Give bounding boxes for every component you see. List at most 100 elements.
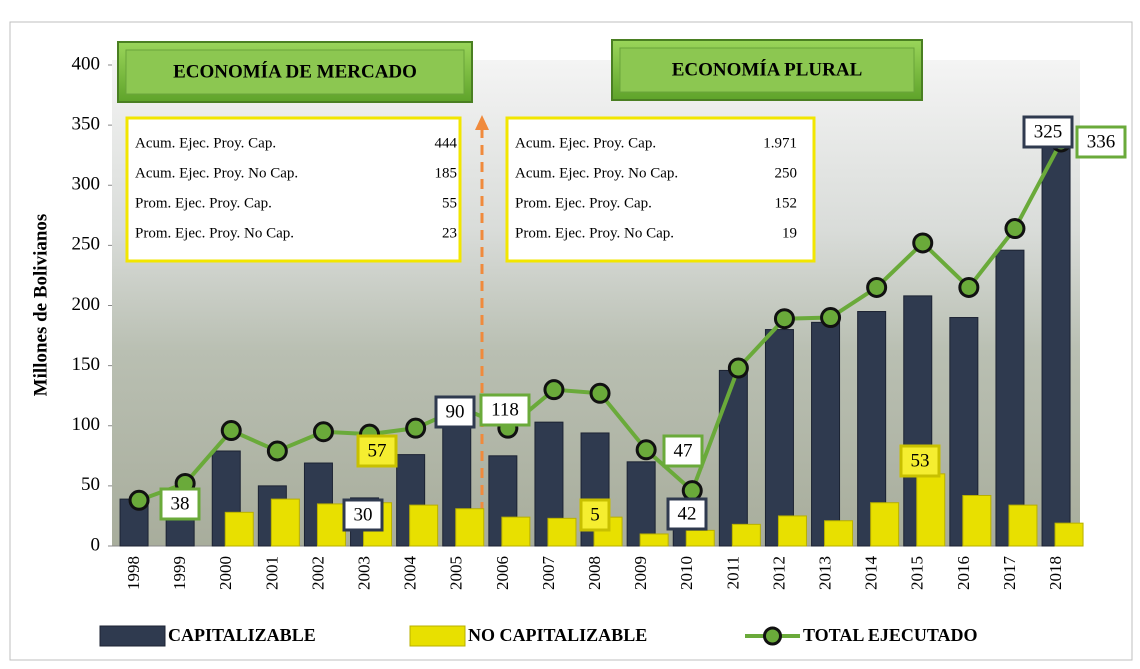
x-tick-label: 2015: [908, 556, 927, 590]
bar: [812, 322, 840, 546]
line-point: [822, 309, 840, 327]
info-value: 444: [435, 135, 458, 151]
line-point: [1006, 220, 1024, 238]
bar: [765, 330, 793, 546]
info-value: 23: [442, 225, 457, 241]
annotation: 57: [368, 440, 387, 461]
chart: Millones de Bolivianos 0 50 100 150 200 250 30…: [0, 0, 1140, 669]
info-value: 152: [775, 195, 798, 211]
info-value: 250: [775, 165, 798, 181]
info-value: 185: [435, 165, 458, 181]
annotation: 47: [674, 440, 693, 461]
y-tick-label: 200: [72, 294, 101, 315]
line-point: [960, 278, 978, 296]
line-point: [775, 310, 793, 328]
bar: [640, 534, 668, 546]
x-tick-label: 2005: [447, 556, 466, 590]
annotation: 30: [354, 504, 373, 525]
x-tick-label: 2000: [216, 556, 235, 590]
line-point: [222, 422, 240, 440]
bar: [317, 504, 345, 546]
line-point: [268, 442, 286, 460]
x-tick-label: 2002: [308, 556, 327, 590]
legend-swatch: [410, 626, 465, 646]
bar: [778, 516, 806, 546]
panel-title: ECONOMÍA DE MERCADO: [173, 60, 417, 82]
x-tick-label: 2010: [677, 556, 696, 590]
y-tick-label: 150: [72, 354, 101, 375]
y-tick-label: 300: [72, 174, 101, 195]
x-tick-label: 2012: [769, 556, 788, 590]
x-tick-label: 2016: [954, 556, 973, 590]
bar: [1009, 505, 1037, 546]
bar: [548, 518, 576, 546]
line-point: [591, 384, 609, 402]
line-point: [407, 419, 425, 437]
line-point: [314, 423, 332, 441]
legend-swatch: [765, 628, 781, 644]
bar: [456, 509, 484, 546]
legend-swatch: [100, 626, 165, 646]
info-value: 19: [782, 225, 797, 241]
y-tick-label: 400: [72, 53, 101, 74]
y-tick-label: 100: [72, 414, 101, 435]
x-tick-label: 2003: [354, 556, 373, 590]
annotation: 42: [678, 503, 697, 524]
annotation: 53: [911, 450, 930, 471]
bar: [963, 495, 991, 546]
bar: [825, 521, 853, 546]
bar: [732, 524, 760, 546]
bar: [917, 474, 945, 546]
bar: [271, 499, 299, 546]
line-point: [914, 234, 932, 252]
legend-label: TOTAL EJECUTADO: [803, 625, 978, 645]
x-tick-label: 1999: [170, 556, 189, 590]
line-point: [729, 359, 747, 377]
bar: [627, 462, 655, 546]
info-label: Prom. Ejec. Proy. Cap.: [515, 195, 652, 211]
info-label: Prom. Ejec. Proy. Cap.: [135, 195, 272, 211]
legend-label: NO CAPITALIZABLE: [468, 625, 647, 645]
info-label: Acum. Ejec. Proy. Cap.: [135, 135, 276, 151]
x-tick-label: 2011: [723, 556, 742, 589]
info-label: Prom. Ejec. Proy. No Cap.: [135, 225, 294, 241]
x-tick-label: 2014: [862, 556, 881, 591]
x-tick-label: 2017: [1000, 555, 1019, 590]
line-point: [868, 278, 886, 296]
bar: [996, 250, 1024, 546]
y-tick-label: 0: [91, 534, 101, 555]
x-tick-label: 2008: [585, 556, 604, 590]
y-axis-label: Millones de Bolivianos: [30, 214, 51, 397]
info-label: Acum. Ejec. Proy. No Cap.: [135, 165, 298, 181]
bar: [1042, 143, 1070, 546]
bar: [410, 505, 438, 546]
y-tick-label: 250: [72, 234, 101, 255]
y-tick-label: 50: [81, 474, 100, 495]
x-tick-label: 2013: [815, 556, 834, 590]
x-tick-label: 2004: [401, 556, 420, 591]
x-tick-label: 2006: [493, 556, 512, 590]
y-tick-label: 350: [72, 113, 101, 134]
annotation: 336: [1087, 131, 1116, 152]
info-label: Prom. Ejec. Proy. No Cap.: [515, 225, 674, 241]
x-tick-label: 1998: [124, 556, 143, 590]
x-tick-label: 2018: [1046, 556, 1065, 590]
annotation: 38: [171, 493, 190, 514]
annotation: 90: [446, 401, 465, 422]
bar: [502, 517, 530, 546]
info-value: 1.971: [763, 135, 797, 151]
info-value: 55: [442, 195, 457, 211]
x-tick-label: 2001: [262, 556, 281, 590]
panel-title: ECONOMÍA PLURAL: [672, 58, 863, 80]
line-point: [683, 482, 701, 500]
bar: [871, 503, 899, 546]
x-tick-label: 2009: [631, 556, 650, 590]
annotation: 5: [590, 504, 600, 525]
x-tick-label: 2007: [539, 556, 558, 591]
bar: [225, 512, 253, 546]
bar: [1055, 523, 1083, 546]
info-label: Acum. Ejec. Proy. No Cap.: [515, 165, 678, 181]
bar: [686, 530, 714, 546]
line-point: [637, 441, 655, 459]
info-label: Acum. Ejec. Proy. Cap.: [515, 135, 656, 151]
